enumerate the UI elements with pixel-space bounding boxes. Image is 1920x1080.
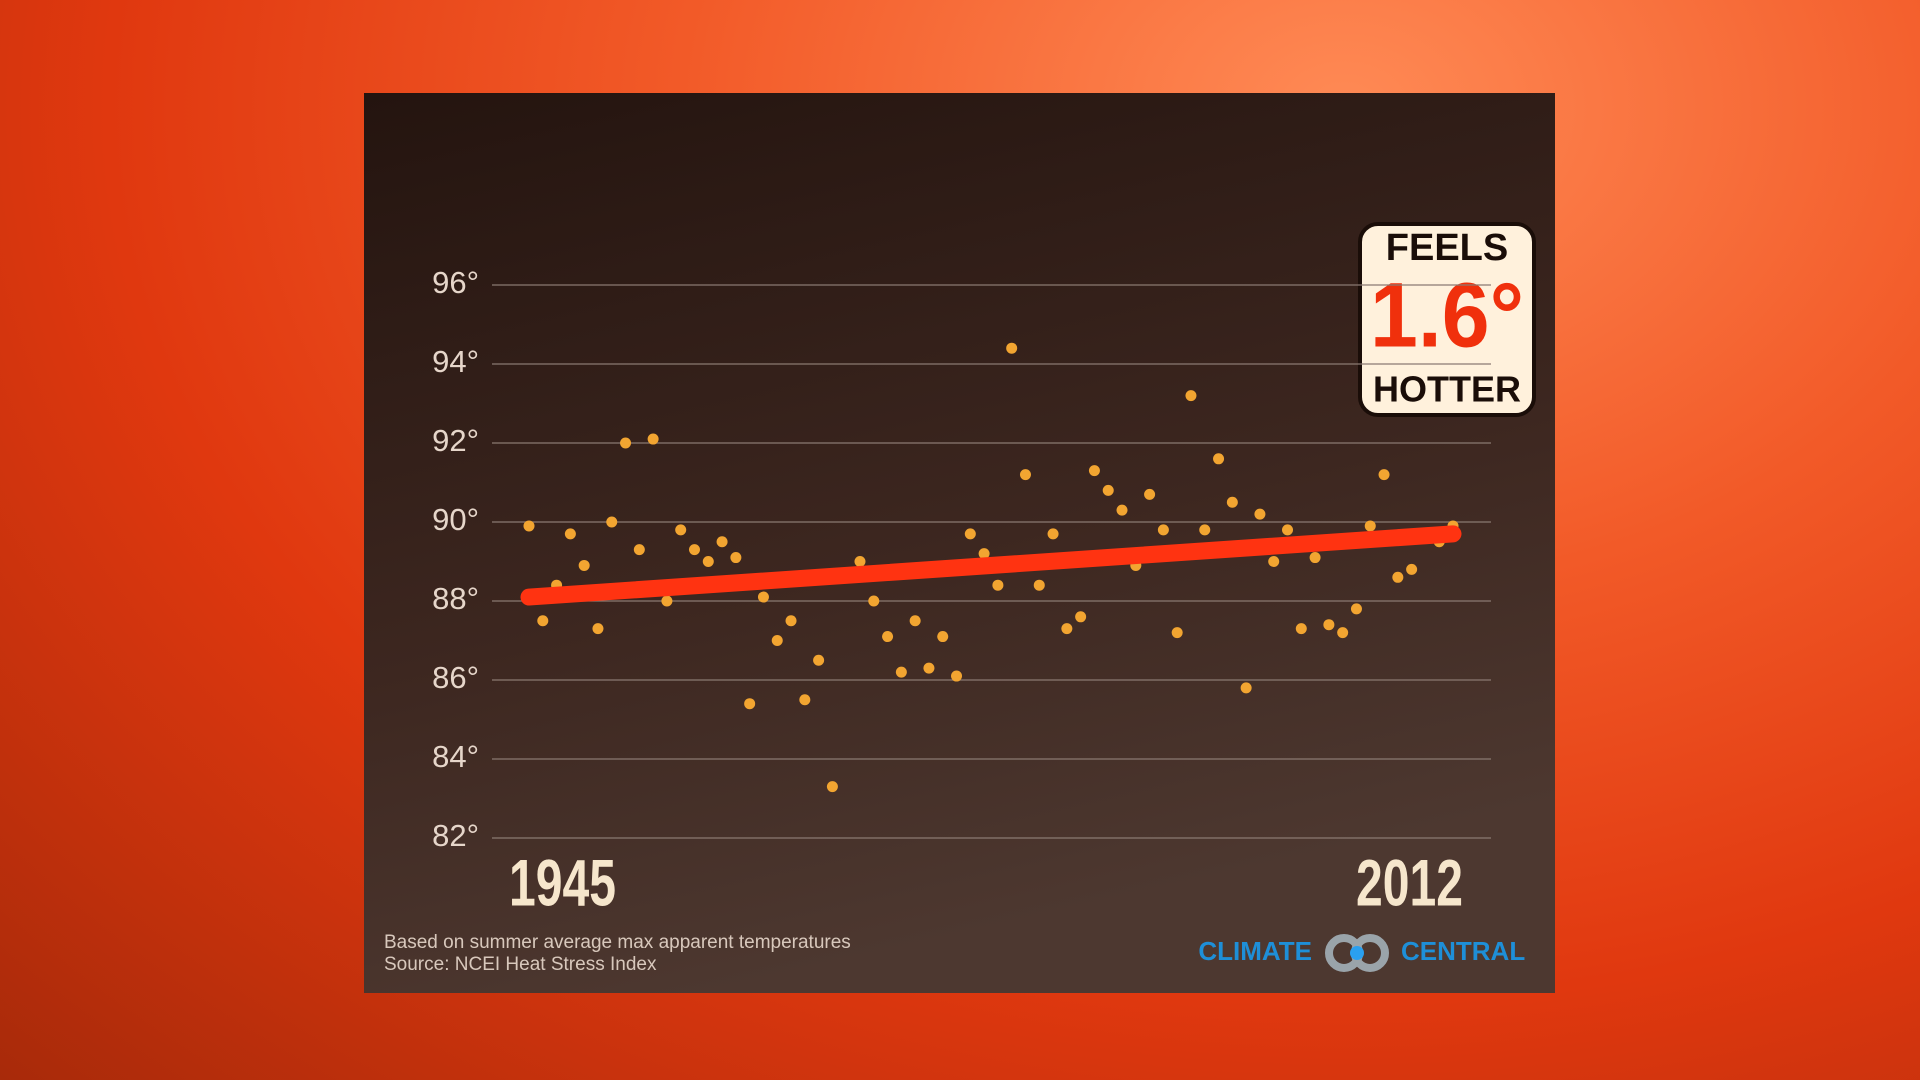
data-point [1309, 552, 1321, 564]
data-point [1102, 484, 1114, 496]
data-point [716, 536, 728, 548]
data-point [633, 544, 645, 556]
data-point [1061, 623, 1073, 635]
data-point [1350, 603, 1362, 615]
data-point [895, 666, 907, 678]
data-point [647, 433, 659, 445]
data-point [1088, 465, 1100, 477]
brand: CLIMATE CENTRAL [1198, 934, 1525, 972]
data-point [882, 631, 894, 643]
x-tick-label: 1945 [509, 845, 616, 919]
data-point [1226, 496, 1238, 508]
data-point [964, 528, 976, 540]
data-point [537, 615, 549, 627]
data-point [978, 548, 990, 560]
y-tick-label: 90° [432, 502, 479, 537]
data-point [1240, 682, 1252, 694]
data-point [1019, 469, 1031, 481]
data-point [1268, 556, 1280, 567]
data-point [854, 556, 866, 567]
x-tick-label: 2012 [1356, 845, 1463, 919]
data-point [1116, 504, 1128, 516]
data-point [606, 516, 618, 528]
data-point [1075, 611, 1087, 623]
data-point [1185, 390, 1197, 402]
data-point [1006, 342, 1018, 354]
data-point [951, 670, 963, 682]
data-point [702, 556, 714, 567]
badge-bottom: HOTTER [1373, 369, 1521, 410]
data-point [1392, 571, 1404, 583]
data-point [578, 559, 590, 571]
data-point [1282, 524, 1294, 536]
trend-line [520, 525, 1462, 606]
data-point [688, 544, 700, 556]
data-point [785, 615, 797, 627]
data-point [1364, 520, 1376, 532]
y-tick-label: 82° [432, 818, 479, 853]
y-tick-label: 92° [432, 423, 479, 458]
data-point [1406, 563, 1418, 575]
data-point [1199, 524, 1211, 536]
y-tick-label: 96° [432, 265, 479, 300]
data-point [675, 524, 687, 536]
note: Source: NCEI Heat Stress Index [384, 954, 657, 975]
data-point [1295, 623, 1307, 635]
data-point [1157, 524, 1169, 536]
data-point [620, 437, 632, 449]
data-point [730, 552, 742, 564]
badge-box [1358, 222, 1536, 417]
data-point [1171, 627, 1183, 639]
data-point [1254, 508, 1266, 520]
data-point [771, 635, 783, 646]
badge-top: FEELS [1386, 227, 1508, 269]
y-tick-label: 94° [432, 344, 479, 379]
note: Based on summer average max apparent tem… [384, 932, 851, 953]
data-point [813, 654, 825, 666]
logo-dot [1350, 946, 1364, 960]
brand-word: CENTRAL [1401, 936, 1525, 966]
data-point [744, 698, 756, 710]
data-point [923, 662, 935, 674]
data-point [1323, 619, 1335, 631]
data-point [868, 595, 880, 607]
data-point [757, 591, 769, 603]
y-tick-label: 84° [432, 739, 479, 774]
data-point [909, 615, 921, 627]
badge-value: 1.6° [1370, 264, 1524, 366]
data-point [564, 528, 576, 540]
data-point [1213, 453, 1225, 465]
data-point [661, 595, 673, 607]
data-point [992, 579, 1004, 591]
badge: FEELS 1.6° HOTTER [1358, 222, 1536, 417]
data-point [799, 694, 811, 706]
data-point [1047, 528, 1059, 540]
y-tick-label: 86° [432, 660, 479, 695]
data-point [826, 781, 838, 793]
data-point [1337, 627, 1349, 639]
y-tick-label: 88° [432, 581, 479, 616]
data-point [523, 520, 535, 532]
data-point [1144, 488, 1156, 500]
data-point [592, 623, 604, 635]
data-point [1033, 579, 1045, 591]
data-point [1378, 469, 1390, 481]
data-point [937, 631, 949, 643]
brand-word: CLIMATE [1198, 936, 1312, 966]
